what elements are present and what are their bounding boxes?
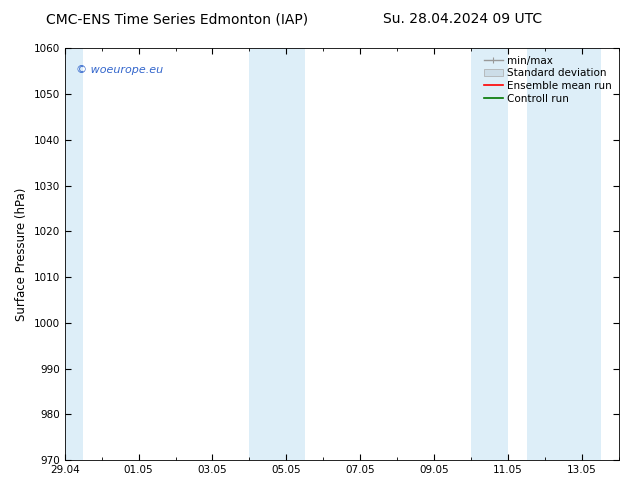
Y-axis label: Surface Pressure (hPa): Surface Pressure (hPa): [15, 188, 28, 321]
Text: © woeurope.eu: © woeurope.eu: [75, 65, 163, 75]
Legend: min/max, Standard deviation, Ensemble mean run, Controll run: min/max, Standard deviation, Ensemble me…: [482, 53, 614, 105]
Bar: [471, 49, 508, 460]
Bar: [65, 49, 83, 460]
Text: CMC-ENS Time Series Edmonton (IAP): CMC-ENS Time Series Edmonton (IAP): [46, 12, 309, 26]
Bar: [527, 49, 600, 460]
Bar: [249, 49, 305, 460]
Text: Su. 28.04.2024 09 UTC: Su. 28.04.2024 09 UTC: [384, 12, 542, 26]
